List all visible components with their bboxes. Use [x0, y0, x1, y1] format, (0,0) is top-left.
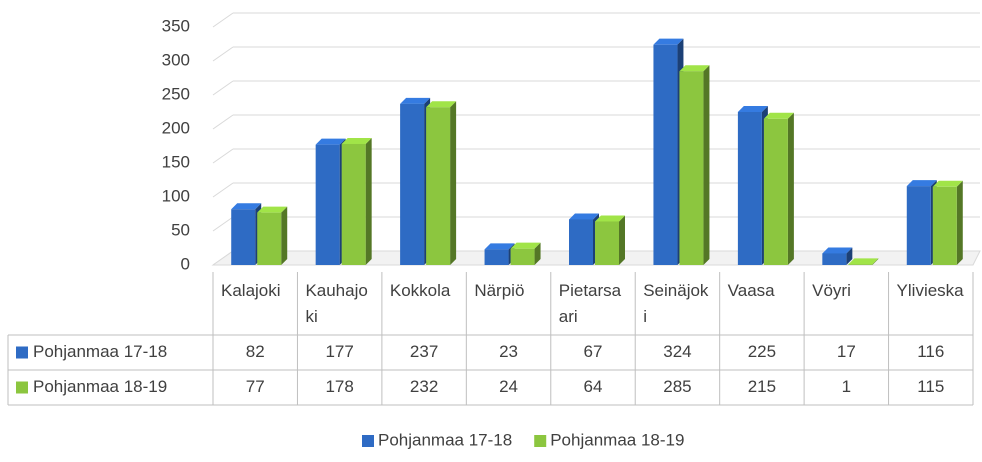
legend-key	[534, 435, 547, 447]
category-label: Kokkola	[389, 281, 451, 300]
bar-top	[569, 213, 599, 220]
bar	[257, 212, 282, 265]
table-value: 77	[246, 377, 265, 396]
y-tick-label: 250	[162, 84, 190, 103]
legend-label: Pohjanmaa 17-18	[378, 430, 512, 449]
bar-side	[619, 215, 625, 265]
bar-top	[848, 258, 879, 265]
bar	[231, 209, 256, 265]
bar-side	[534, 242, 541, 265]
bar-top	[315, 138, 346, 145]
bar-top	[426, 101, 457, 108]
bar-side	[956, 180, 963, 265]
y-tick-label: 150	[162, 152, 190, 171]
bar	[653, 44, 678, 266]
table-value: 177	[325, 342, 353, 361]
y-tick-label: 350	[162, 16, 190, 35]
bar-top	[595, 215, 625, 222]
bar	[737, 112, 762, 265]
grid-line	[212, 216, 234, 232]
bar	[341, 143, 366, 265]
table-value: 24	[499, 377, 518, 396]
table-value: 237	[410, 342, 438, 361]
bar	[595, 221, 619, 265]
bar	[569, 219, 593, 265]
table-value: 17	[837, 342, 856, 361]
y-tick-label: 200	[162, 118, 190, 137]
table-value: 225	[748, 342, 776, 361]
bar-top	[257, 206, 288, 213]
table-value: 215	[748, 377, 776, 396]
table-value: 324	[663, 342, 691, 361]
table-value: 1	[842, 377, 851, 396]
bar	[822, 253, 847, 265]
category-label: Ylivieska	[896, 281, 964, 300]
bar	[400, 103, 425, 265]
bar-top	[906, 180, 937, 187]
category-label: Seinäjoki	[643, 281, 709, 326]
bar-top	[822, 247, 853, 254]
category-label: Pietarsaari	[558, 281, 622, 326]
grid-line	[212, 114, 234, 130]
bar-side	[703, 65, 710, 265]
table-value: 67	[584, 342, 603, 361]
bar-side	[281, 206, 288, 265]
bar-top	[484, 243, 515, 250]
legend-label: Pohjanmaa 18-19	[550, 430, 684, 449]
bar	[510, 248, 535, 265]
y-tick-label: 300	[162, 50, 190, 69]
table-key	[16, 346, 28, 359]
y-tick-label: 0	[181, 254, 190, 273]
table-value: 115	[917, 377, 944, 396]
bar-top	[510, 242, 541, 249]
category-label: Vöyri	[812, 281, 851, 300]
bar-top	[737, 106, 768, 112]
bar	[763, 118, 788, 265]
bar-side	[872, 258, 879, 265]
bar-side	[365, 137, 372, 265]
bar-top	[653, 38, 684, 45]
bar	[848, 264, 873, 265]
table-value: 285	[663, 377, 691, 396]
bar-side	[450, 101, 457, 266]
bar-top	[231, 203, 262, 210]
table-value: 178	[325, 377, 353, 396]
category-label: Kauhajoki	[305, 281, 368, 326]
bar-top	[679, 65, 710, 72]
legend-key	[362, 435, 374, 447]
category-label: Närpiö	[474, 281, 525, 300]
bar	[932, 186, 957, 265]
category-label: Vaasa	[727, 281, 775, 300]
table-value: 116	[917, 342, 944, 361]
table-series-label: Pohjanmaa 18-19	[33, 377, 167, 396]
bar	[426, 107, 451, 266]
bar-top	[400, 97, 431, 104]
bar-side	[846, 247, 853, 265]
table-key	[16, 381, 28, 394]
bar	[679, 71, 704, 265]
table-series-label: Pohjanmaa 17-18	[33, 342, 167, 361]
grid-line	[212, 148, 234, 164]
bar-side	[787, 112, 794, 265]
table-value: 64	[584, 377, 603, 396]
bar	[315, 144, 340, 265]
bar-top	[763, 112, 794, 119]
table-value: 23	[499, 342, 518, 361]
category-label: Kalajoki	[221, 281, 281, 300]
y-tick-label: 50	[171, 220, 190, 239]
grid-line	[212, 182, 234, 198]
grid-line	[212, 80, 234, 96]
grid-line	[212, 46, 234, 62]
bar	[484, 249, 509, 265]
table-value: 82	[246, 342, 265, 361]
bar-top	[341, 137, 372, 144]
bar-top	[932, 180, 963, 187]
y-tick-label: 100	[162, 186, 190, 205]
bar	[906, 186, 931, 265]
grid-line	[212, 12, 234, 28]
table-value: 232	[410, 377, 438, 396]
